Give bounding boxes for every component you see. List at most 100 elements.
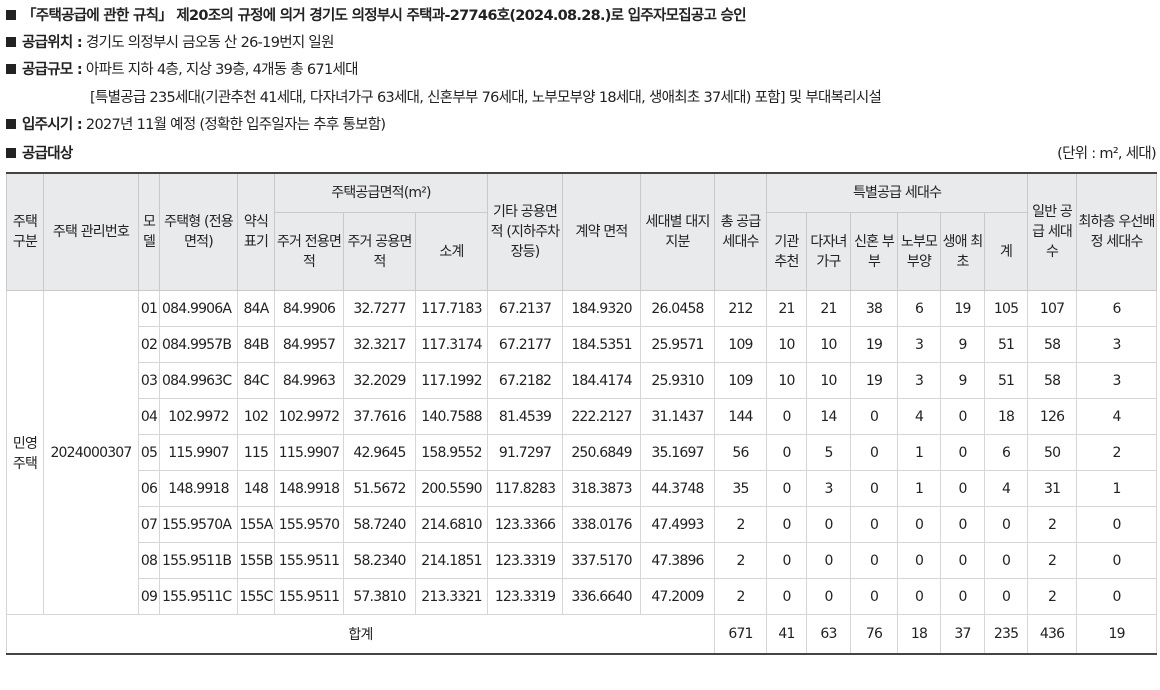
housing-type-cell: 115.9907 — [159, 434, 238, 471]
housing-type-cell: 155.9570A — [159, 506, 238, 543]
sp-multichild-cell: 5 — [806, 434, 852, 471]
area-subtotal-cell: 214.1851 — [414, 542, 489, 579]
header-area-private: 주거 전용면적 — [274, 212, 344, 291]
sp-first-cell: 0 — [940, 506, 986, 543]
area-subtotal-cell: 117.7183 — [414, 290, 489, 327]
header-sp-total: 계 — [984, 212, 1029, 291]
sp-newlywed-cell: 0 — [850, 578, 899, 615]
sp-institution-cell: 0 — [766, 434, 808, 471]
private-area-cell: 155.9511 — [274, 578, 344, 615]
header-mgmt-no: 주택 관리번호 — [43, 172, 139, 291]
sp-total-cell: 18 — [984, 398, 1029, 435]
sp-institution-cell: 0 — [766, 398, 808, 435]
sp-total-cell: 0 — [984, 542, 1029, 579]
total-units-cell: 671 — [714, 614, 768, 655]
sp-multichild-cell: 10 — [806, 326, 852, 363]
bullet-square-icon — [6, 10, 16, 20]
short-code-cell: 102 — [237, 398, 275, 435]
short-code-cell: 148 — [237, 470, 275, 507]
sp-multichild-cell: 10 — [806, 362, 852, 399]
housing-type-cell: 084.9963C — [159, 362, 238, 399]
header-area-group: 주택공급면적(m²) — [273, 172, 489, 213]
housing-type-cell: 148.9918 — [159, 470, 238, 507]
private-area-cell: 84.9906 — [274, 290, 344, 327]
contract-area-cell: 336.6640 — [562, 578, 642, 615]
other-area-cell: 81.4539 — [487, 398, 564, 435]
sp-newlywed-cell: 76 — [850, 614, 899, 655]
supply-table: 주택 구분 주택 관리번호 모 델 주택형 (전용 면적) 약식 표기 주택공급… — [5, 172, 1158, 655]
sp-parents-cell: 3 — [897, 362, 942, 399]
table-row: 05 115.9907 115 115.9907 42.9645 158.955… — [7, 434, 1158, 471]
sp-first-cell: 9 — [940, 326, 986, 363]
sp-institution-cell: 0 — [766, 578, 808, 615]
private-area-cell: 102.9972 — [274, 398, 344, 435]
lowest-floor-cell: 19 — [1076, 614, 1158, 655]
sp-total-cell: 4 — [984, 470, 1029, 507]
sp-institution-cell: 0 — [766, 506, 808, 543]
area-subtotal-cell: 117.1992 — [414, 362, 489, 399]
model-cell: 08 — [138, 542, 160, 579]
general-units-cell: 58 — [1027, 362, 1078, 399]
header-contract-area: 계약 면적 — [562, 172, 642, 291]
notice-special-supply: [특별공급 235세대(기관추천 41세대, 다자녀가구 63세대, 신혼부부 … — [90, 90, 882, 106]
housing-category: 민영 주택 — [6, 290, 44, 615]
sp-total-cell: 51 — [984, 326, 1029, 363]
sp-multichild-cell: 0 — [806, 506, 852, 543]
general-units-cell: 107 — [1027, 290, 1078, 327]
sp-multichild-cell: 3 — [806, 470, 852, 507]
area-subtotal-cell: 200.5590 — [414, 470, 489, 507]
general-units-cell: 2 — [1027, 542, 1078, 579]
header-land-share: 세대별 대지지분 — [640, 172, 716, 291]
other-area-cell: 123.3366 — [487, 506, 564, 543]
model-cell: 02 — [138, 326, 160, 363]
sp-first-cell: 37 — [940, 614, 986, 655]
sp-parents-cell: 1 — [897, 434, 942, 471]
notice-location: 공급위치 : 경기도 의정부시 금오동 산 26-19번지 일원 — [6, 33, 334, 53]
header-lowest: 최하층 우선배정 세대수 — [1076, 172, 1158, 291]
sp-parents-cell: 0 — [897, 506, 942, 543]
total-units-cell: 109 — [714, 326, 768, 363]
bullet-square-icon — [6, 119, 16, 129]
header-sp-parents: 노부모 부양 — [897, 212, 942, 291]
other-area-cell: 123.3319 — [487, 542, 564, 579]
area-subtotal-cell: 140.7588 — [414, 398, 489, 435]
area-subtotal-cell: 214.6810 — [414, 506, 489, 543]
table-row: 07 155.9570A 155A 155.9570 58.7240 214.6… — [7, 506, 1158, 543]
private-area-cell: 115.9907 — [274, 434, 344, 471]
housing-type-cell: 155.9511C — [159, 578, 238, 615]
lowest-floor-cell: 0 — [1076, 506, 1158, 543]
housing-type-cell: 102.9972 — [159, 398, 238, 435]
sp-parents-cell: 4 — [897, 398, 942, 435]
header-area-subtotal: 소계 — [414, 212, 489, 291]
sp-newlywed-cell: 0 — [850, 434, 899, 471]
short-code-cell: 84C — [237, 362, 275, 399]
short-code-cell: 84A — [237, 290, 275, 327]
short-code-cell: 84B — [237, 326, 275, 363]
sp-first-cell: 0 — [940, 542, 986, 579]
common-area-cell: 58.2340 — [343, 542, 416, 579]
sp-total-cell: 235 — [984, 614, 1029, 655]
sp-institution-cell: 0 — [766, 542, 808, 579]
common-area-cell: 57.3810 — [343, 578, 416, 615]
housing-type-cell: 084.9906A — [159, 290, 238, 327]
total-units-cell: 212 — [714, 290, 768, 327]
other-area-cell: 67.2182 — [487, 362, 564, 399]
header-area-common: 주거 공용면적 — [343, 212, 416, 291]
lowest-floor-cell: 1 — [1076, 470, 1158, 507]
land-share-cell: 25.9571 — [640, 326, 716, 363]
header-sp-institution: 기관 추천 — [766, 212, 808, 291]
common-area-cell: 32.3217 — [343, 326, 416, 363]
table-row: 06 148.9918 148 148.9918 51.5672 200.559… — [7, 470, 1158, 507]
header-model: 모 델 — [138, 172, 160, 291]
header-short: 약식 표기 — [237, 172, 275, 291]
sp-institution-cell: 21 — [766, 290, 808, 327]
sp-parents-cell: 1 — [897, 470, 942, 507]
sp-newlywed-cell: 0 — [850, 398, 899, 435]
total-units-cell: 2 — [714, 506, 768, 543]
sp-multichild-cell: 63 — [806, 614, 852, 655]
short-code-cell: 115 — [237, 434, 275, 471]
sp-institution-cell: 0 — [766, 470, 808, 507]
header-sp-first: 생애 최초 — [940, 212, 986, 291]
common-area-cell: 37.7616 — [343, 398, 416, 435]
sp-multichild-cell: 0 — [806, 542, 852, 579]
